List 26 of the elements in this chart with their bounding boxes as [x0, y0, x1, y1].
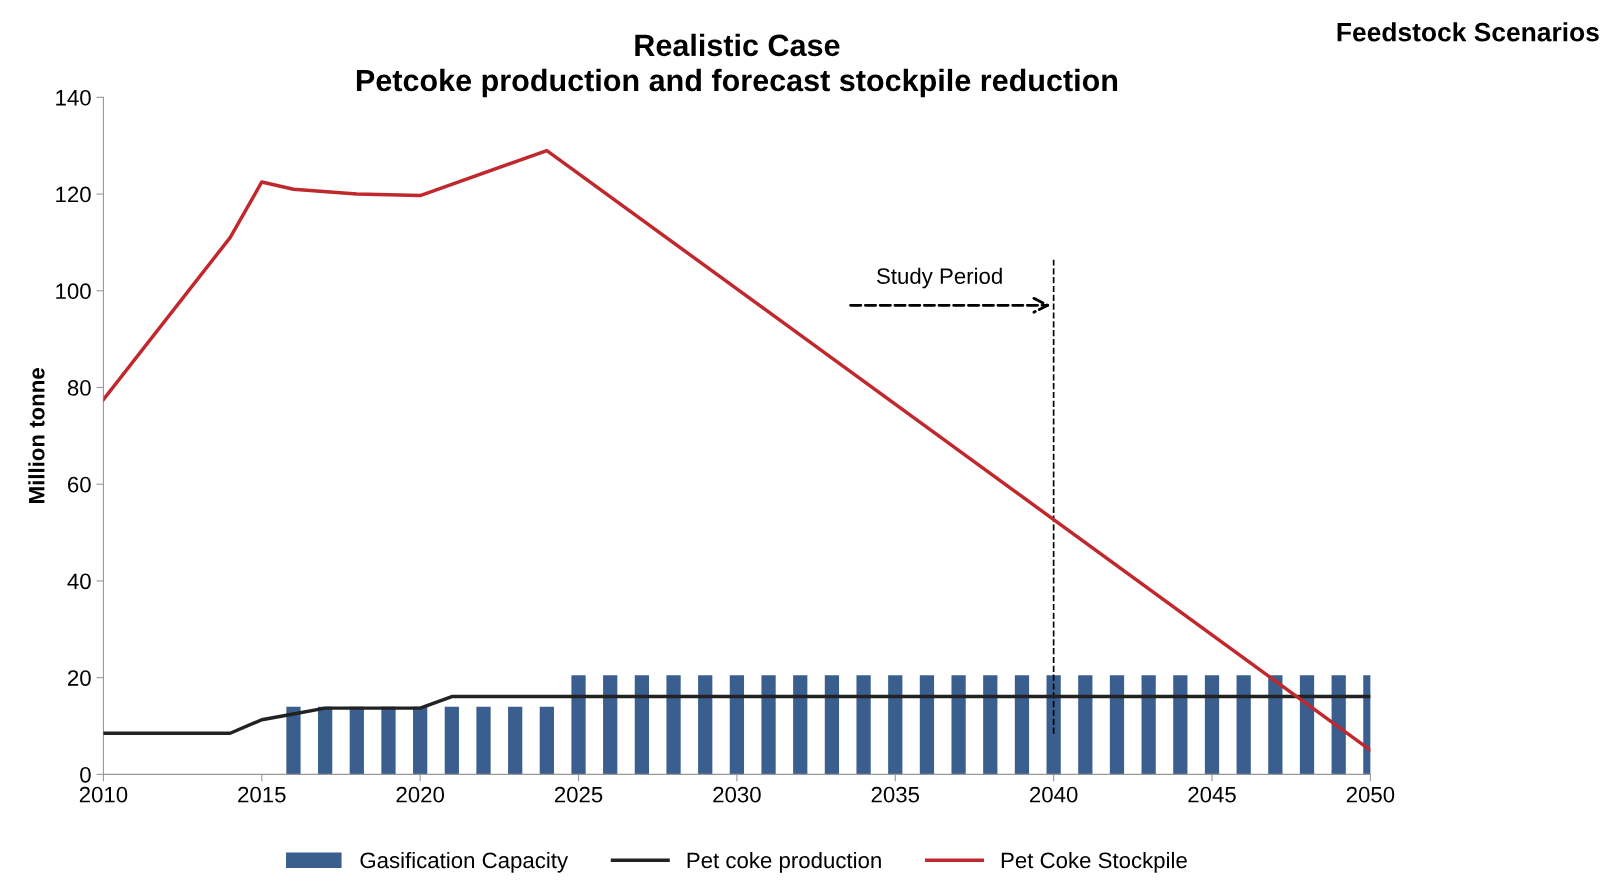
- y-tick-label: 40: [67, 573, 91, 590]
- x-tick-label: 2035: [871, 786, 920, 803]
- line-series: [103, 148, 1371, 752]
- chart-title: Realistic Case Petcoke production and forecast stockpile reduction: [356, 33, 1118, 98]
- y-tick-label: 100: [56, 283, 91, 300]
- y-tick-label: 0: [80, 766, 91, 783]
- y-tick-label: 140: [56, 89, 91, 106]
- legend-label: Pet Coke Stockpile: [1001, 851, 1187, 873]
- text: Feedstock Scenarios: [1337, 22, 1599, 42]
- x-tick-label: 2040: [1030, 786, 1078, 803]
- x-tick-label: 2030: [713, 786, 761, 803]
- legend-label: Pet coke production: [687, 851, 881, 873]
- y-tick-label: 80: [67, 380, 91, 396]
- y-tick-label: 60: [68, 476, 91, 493]
- legend-label: Gasification Capacity: [360, 851, 569, 873]
- y-axis-title: Million tonne: [28, 368, 45, 503]
- x-tick-label: 2015: [238, 786, 286, 803]
- x-tick-label: 2020: [396, 786, 445, 803]
- line-series: [103, 694, 1371, 736]
- x-tick-label: 2025: [554, 786, 603, 803]
- x-tick-label: 2045: [1188, 786, 1236, 803]
- annotation: Study Period: [877, 267, 1002, 289]
- y-tick-label: 20: [68, 670, 91, 686]
- x-tick-label: 2010: [79, 786, 128, 803]
- x-tick-label: 2050: [1346, 786, 1395, 803]
- y-tick-label: 120: [56, 186, 91, 203]
